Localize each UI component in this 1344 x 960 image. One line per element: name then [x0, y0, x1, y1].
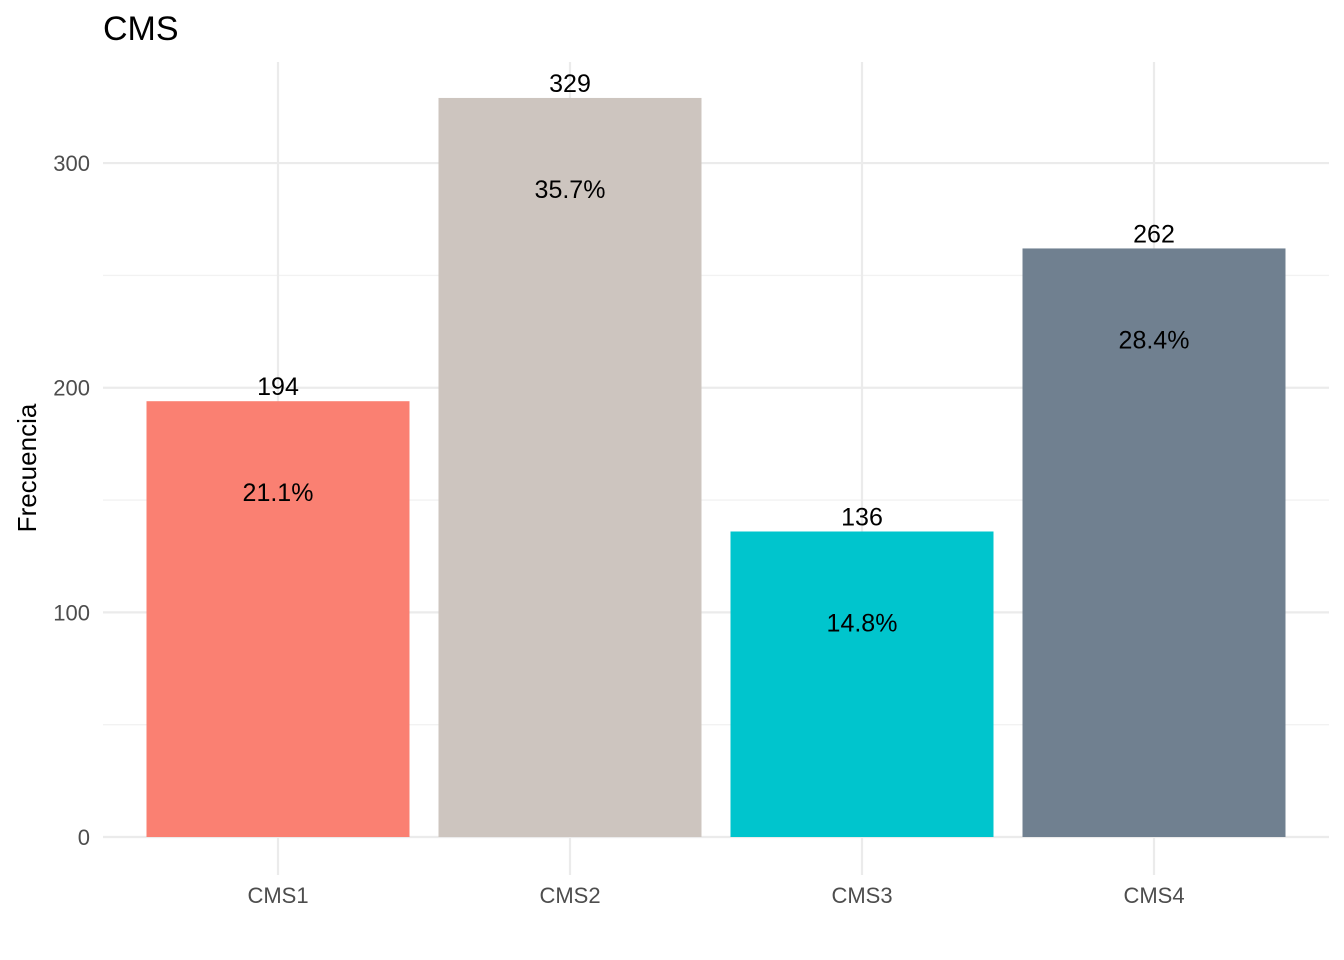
bar-cms1	[146, 401, 410, 837]
bar-percent-label: 35.7%	[535, 176, 606, 204]
x-tick-label: CMS3	[831, 883, 892, 908]
bar-value-label: 194	[257, 373, 299, 401]
labels-layer: 194 21.1% 329 35.7% 136 14.8% 262 28.4%	[243, 70, 1190, 638]
bar-cms4	[1022, 248, 1286, 837]
x-tick-label: CMS1	[247, 883, 308, 908]
bar-percent-label: 21.1%	[243, 479, 314, 507]
bar-cms3	[730, 531, 994, 837]
chart-title: CMS	[103, 10, 179, 48]
bars-layer	[146, 97, 1286, 838]
y-axis-label: Frecuencia	[12, 403, 42, 532]
y-tick-label: 200	[53, 376, 90, 401]
bar-value-label: 329	[549, 70, 591, 98]
y-tick-label: 100	[53, 600, 90, 625]
bar-value-label: 136	[841, 503, 883, 531]
bar-value-label: 262	[1133, 220, 1175, 248]
bar-cms2	[438, 97, 702, 838]
y-tick-label: 0	[78, 825, 90, 850]
x-tick-label: CMS4	[1123, 883, 1184, 908]
bar-percent-label: 28.4%	[1119, 326, 1190, 354]
x-tick-label: CMS2	[539, 883, 600, 908]
y-tick-label: 300	[53, 151, 90, 176]
axes-layer: 0 100 200 300 CMS1 CMS2 CMS3 CMS4	[53, 151, 1184, 908]
bar-percent-label: 14.8%	[827, 609, 898, 637]
